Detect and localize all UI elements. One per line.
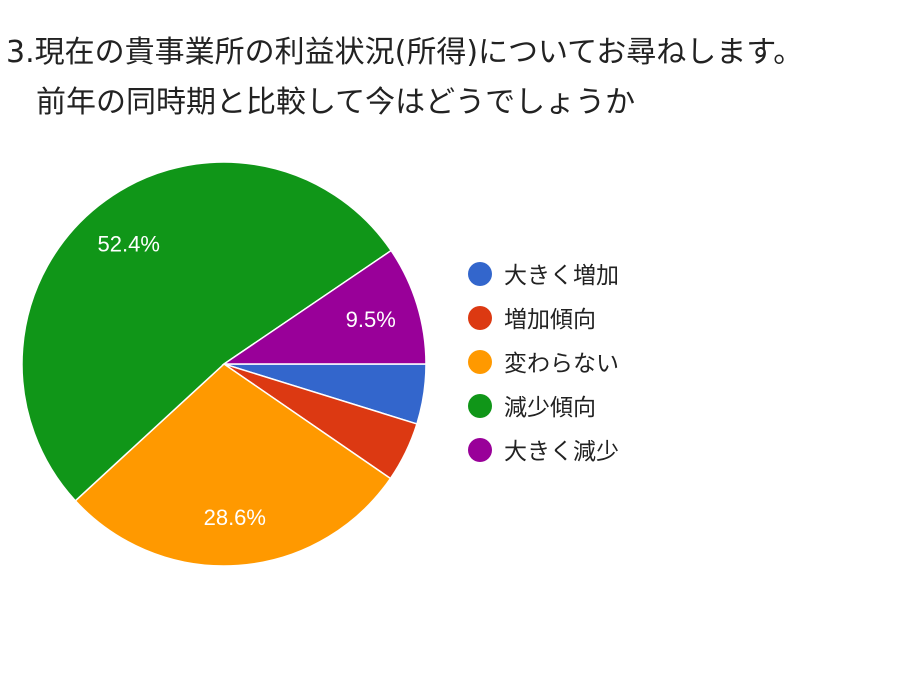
legend-swatch-2: [468, 350, 492, 374]
legend-item-4: 大きく減少: [468, 438, 619, 465]
slice-labels: 28.6% 52.4% 9.5%: [98, 232, 396, 530]
legend-item-3: 減少傾向: [468, 394, 596, 421]
legend-item-1: 増加傾向: [468, 306, 596, 333]
slice-label-4: 9.5%: [346, 307, 396, 332]
legend-item-0: 大きく増加: [468, 262, 619, 289]
pie-slice-3: [21, 161, 393, 502]
pie-slices: [21, 161, 427, 567]
slice-label-3: 52.4%: [98, 232, 160, 257]
pie-slice-2: [74, 363, 392, 567]
legend-label-4: 大きく減少: [504, 439, 619, 465]
legend-label-1: 増加傾向: [504, 307, 596, 333]
legend-swatch-4: [468, 438, 492, 462]
legend-label-0: 大きく増加: [504, 263, 619, 289]
legend-swatch-1: [468, 306, 492, 330]
legend-item-2: 変わらない: [468, 350, 619, 377]
legend-label-2: 変わらない: [504, 351, 619, 377]
slice-label-2: 28.6%: [204, 505, 266, 530]
legend-label-3: 減少傾向: [504, 395, 596, 421]
legend-swatch-3: [468, 394, 492, 418]
chart-title: 3.現在の貴事業所の利益状況(所得)についてお尋ねします。 前年の同時期と比較し…: [6, 35, 804, 120]
legend-swatch-0: [468, 262, 492, 286]
pie-slice-4: [221, 249, 427, 365]
